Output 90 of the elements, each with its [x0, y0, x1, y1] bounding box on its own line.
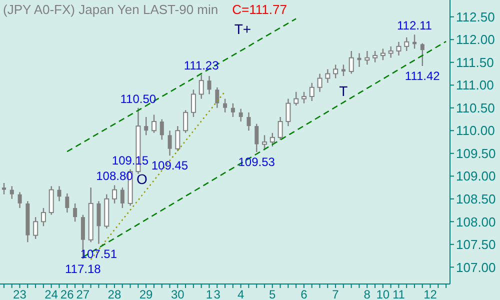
candlestick — [18, 191, 22, 209]
candlestick — [262, 134, 268, 150]
candlestick — [57, 186, 62, 202]
y-tick-label: 108.50 — [456, 192, 496, 207]
candlestick — [152, 114, 156, 134]
candlestick — [144, 116, 148, 136]
y-tick-label: 108.00 — [456, 214, 496, 230]
candlestick — [175, 125, 180, 152]
candlestick — [364, 50, 370, 66]
annotation: 117.18 — [64, 262, 102, 276]
series-label: O — [136, 171, 148, 188]
candlestick — [168, 130, 172, 156]
y-tick-label: 107.50 — [456, 237, 496, 252]
candlestick — [317, 73, 322, 93]
candlestick — [341, 64, 346, 77]
candlestick — [48, 186, 54, 216]
candlestick — [333, 64, 338, 79]
y-tick-label: 111.00 — [456, 78, 494, 93]
candlestick — [380, 48, 386, 61]
candlestick — [190, 89, 196, 118]
x-tick-label: 5 — [269, 288, 276, 300]
x-tick-label: 1 — [206, 288, 213, 300]
candlestick — [40, 207, 46, 227]
y-tick-label: 112.00 — [456, 32, 495, 48]
annotation: C=111.77 — [232, 2, 287, 17]
chart-title: (JPY A0-FX) Japan Yen LAST-90 min — [3, 2, 218, 17]
x-tick-label: 11 — [392, 288, 406, 300]
x-tick-label: 10 — [376, 288, 390, 300]
candlestick — [246, 112, 251, 132]
x-tick-label: 26 — [60, 288, 74, 300]
candlestick — [96, 200, 101, 245]
x-tick-label: 30 — [170, 288, 185, 300]
x-tick-label: 4 — [237, 288, 244, 300]
candlestick — [302, 91, 306, 104]
candlestick — [309, 82, 314, 102]
candlestick — [254, 123, 259, 153]
annotation: 111.42 — [404, 68, 440, 83]
candlestick — [238, 108, 243, 122]
candlestick — [372, 50, 378, 63]
candlestick — [325, 68, 330, 84]
candlestick — [223, 98, 228, 114]
candlestick — [198, 74, 204, 100]
candlestick — [348, 50, 354, 74]
x-tick-label: 23 — [13, 288, 27, 300]
candlestick — [420, 42, 424, 67]
candlestick — [10, 186, 14, 200]
candlestick — [396, 41, 402, 56]
x-tick-label: 6 — [300, 288, 308, 300]
annotation: 108.80 — [96, 169, 134, 184]
candlestick — [2, 182, 6, 195]
candlestick — [270, 132, 275, 148]
candlestick — [207, 75, 212, 95]
x-tick-label: 7 — [332, 288, 340, 300]
candlestick — [388, 46, 394, 58]
y-tick-label: 107.00 — [456, 260, 496, 275]
candlestick — [294, 91, 299, 106]
y-tick-label: 111.50 — [456, 54, 494, 70]
candlestick — [278, 116, 283, 140]
annotation: 110.50 — [120, 92, 156, 106]
candlestick — [120, 186, 124, 209]
x-tick-label: 3 — [214, 288, 221, 300]
y-tick-label: 110.50 — [456, 100, 495, 116]
candlestick — [286, 98, 291, 127]
annotation: 109.53 — [238, 155, 276, 170]
x-tick-label: 27 — [76, 288, 90, 300]
x-tick-label: 24 — [44, 288, 58, 300]
candlestick — [65, 192, 70, 214]
candlestick — [230, 102, 235, 118]
series-label: T+ — [234, 20, 252, 37]
y-tick-label: 109.50 — [456, 146, 496, 161]
candlestick — [404, 36, 410, 52]
annotation: 109.45 — [151, 158, 188, 173]
annotation: 107.51 — [80, 246, 118, 261]
series-label: T — [339, 82, 348, 99]
annotation: 109.15 — [112, 153, 149, 168]
x-tick-label: 29 — [139, 288, 154, 300]
candlestick — [160, 118, 164, 140]
candlestick — [73, 202, 78, 222]
candlestick — [183, 110, 188, 134]
candlestick — [215, 86, 220, 108]
y-tick-label: 109.00 — [456, 168, 496, 184]
candlestick — [112, 184, 118, 204]
y-tick-label: 110.00 — [456, 123, 495, 138]
x-tick-label: 12 — [424, 288, 438, 300]
candlestick — [33, 216, 38, 240]
y-tick-label: 112.50 — [456, 9, 495, 24]
x-tick-label: 8 — [364, 288, 371, 300]
annotation: 111.23 — [184, 58, 220, 73]
x-tick-label: 28 — [108, 288, 122, 300]
annotation: 112.11 — [397, 18, 432, 33]
